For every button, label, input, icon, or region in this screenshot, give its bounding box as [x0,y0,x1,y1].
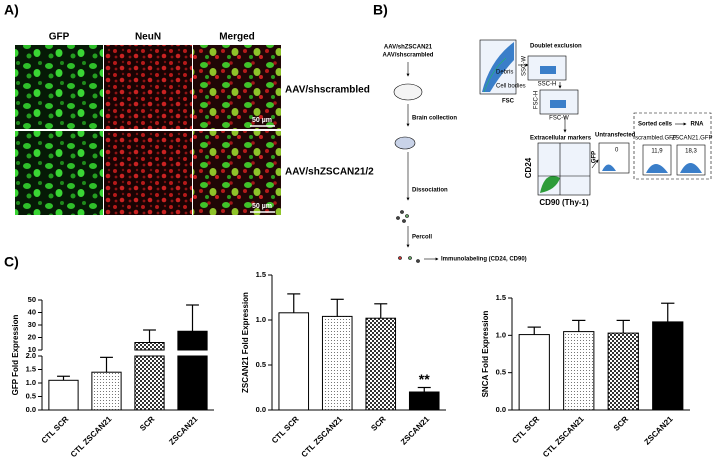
x-tick-label: SCR [612,414,630,432]
step-label: Dissociation [412,188,448,194]
y-tick-label: 2.0 [26,351,36,360]
x-tick-label: ZSCAN21 [643,414,676,447]
gate-value: 18,3 [685,149,697,155]
x-tick-label: ZSCAN21 [399,414,432,447]
y-tick-label: 1.5 [496,293,506,302]
bar [134,355,165,411]
group-label: ZSCAN21.GFP [671,136,712,142]
scale-bar-label: 50 µm [252,117,272,124]
x-tick-label: CTL ZSCAN21 [69,414,114,459]
significance: ** [419,371,430,387]
bar [652,321,684,411]
axis-label: FSC-H [534,91,540,109]
y-tick-label: 20 [28,332,36,341]
y-tick-label: 10 [28,345,36,354]
micrograph-grid [15,45,281,215]
x-tick-label: CTL SCR [510,414,541,445]
panel-label: A) [4,2,19,18]
step-label: Untransfected [595,133,636,139]
bar [91,371,122,411]
bar [408,391,440,411]
box-title: Sorted cells [638,122,673,128]
y-tick-label: 0.0 [256,405,266,414]
bar [563,331,595,411]
group-label: scrambled.GFP [635,136,677,142]
x-tick-label: CTL SCR [40,414,71,445]
column-header: GFP [49,32,70,43]
row-label: AAV/shscrambled [285,85,370,96]
gate-label: Cell bodies [496,84,526,90]
step-label: Percoll [412,235,432,241]
y-tick-label: 1.0 [496,330,506,339]
micrograph [193,131,281,215]
bar [278,312,310,411]
bar [518,334,550,411]
axis-label: SSC-H [538,82,557,88]
micrograph [15,131,103,215]
x-tick-label: CTL ZSCAN21 [300,414,345,459]
y-tick-label: 1.5 [256,270,266,279]
y-tick-label: 1.0 [256,315,266,324]
bar [48,379,79,411]
y-tick-label: 0.5 [496,368,506,377]
bar [321,315,353,411]
axis-label: CD24 [524,157,533,178]
x-tick-label: CTL SCR [270,414,301,445]
row-label: AAV/shZSCAN21/2 [285,167,374,178]
y-tick-label: 0.0 [496,405,506,414]
y-axis-title: ZSCAN21 Fold Expression [241,292,250,393]
bar [177,330,208,351]
y-tick-label: 50 [28,295,36,304]
y-tick-label: 1.5 [26,364,36,373]
x-tick-label: SCR [369,414,387,432]
y-tick-label: 0.5 [256,360,266,369]
step-label: Immunolabeling (CD24, CD90) [441,257,527,263]
step-label: Doublet exclusion [530,44,582,50]
bar [365,317,397,411]
micrograph [104,131,192,215]
column-header: NeuN [135,32,161,43]
y-axis-title: SNCA Fold Expression [481,310,490,397]
x-tick-label: SCR [138,414,156,432]
x-tick-label: CTL ZSCAN21 [541,414,586,459]
micrograph [15,45,103,129]
step-label: Brain collection [412,116,457,122]
panel-label: C) [4,254,19,270]
x-tick-label: ZSCAN21 [167,414,200,447]
step-label: Extracellular markers [530,136,592,142]
y-tick-label: 0.0 [26,405,36,414]
micrograph [104,45,192,129]
bar [177,355,208,411]
axis-label: CD90 (Thy-1) [539,198,589,207]
axis-label: GFP [592,151,598,163]
y-tick-label: 0.5 [26,391,36,400]
axis-label: FSC [502,99,515,105]
column-header: Merged [219,32,255,43]
y-axis-title: GFP Fold Expression [11,315,20,396]
gate-value: 0 [615,148,619,154]
bar [134,342,165,351]
micrograph [193,45,281,129]
vector-label: AAV/shscrambled [383,53,434,59]
y-tick-label: 40 [28,307,36,316]
panel-label: B) [373,2,388,18]
y-tick-label: 30 [28,320,36,329]
axis-label: SSC-W [522,56,528,76]
gate-label: Debris [496,70,513,76]
vector-label: AAV/shZSCAN21 [384,45,433,51]
scale-bar-label: 50 µm [252,203,272,210]
bar [607,332,639,411]
workflow [393,39,712,263]
axis-label: FSC-W [549,116,569,122]
box-title: RNA [691,122,705,128]
gate-value: 11,9 [651,149,663,155]
y-tick-label: 1.0 [26,378,36,387]
